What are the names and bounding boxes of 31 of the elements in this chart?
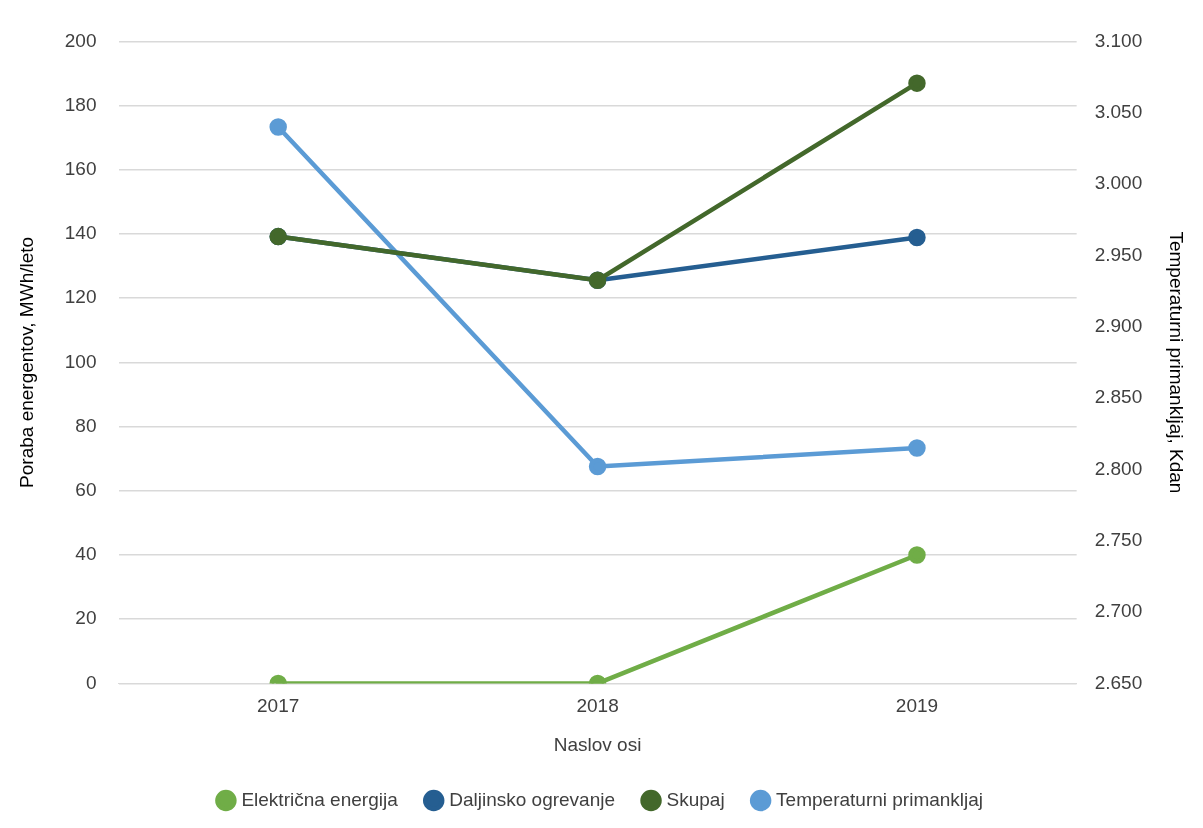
y-tick-label: 200 (64, 29, 97, 51)
x-tick-label: 2017 (257, 695, 300, 717)
x-tick-label: 2018 (576, 695, 619, 717)
y-tick-label: 120 (64, 286, 97, 308)
y2-axis-title: Temperaturni primankljaj, Kdan (1166, 231, 1188, 494)
legend-label: Daljinsko ogrevanje (449, 788, 616, 810)
x-axis-title: Naslov osi (553, 733, 642, 755)
y2-tick-label: 2.900 (1094, 314, 1143, 336)
y-tick-label: 160 (64, 158, 97, 180)
y2-tick-label: 2.800 (1094, 457, 1143, 479)
y2-tick-label: 2.650 (1094, 671, 1143, 693)
y-tick-label: 140 (64, 222, 97, 244)
y2-tick-label: 2.750 (1094, 528, 1143, 550)
y2-tick-label: 2.850 (1094, 386, 1143, 408)
y-axis-title: Poraba energentov, MWh/leto (15, 236, 37, 488)
y2-tick-label: 3.050 (1094, 100, 1143, 122)
y2-tick-label: 2.950 (1094, 243, 1143, 265)
y2-tick-label: 3.100 (1094, 29, 1143, 51)
y2-tick-label: 2.700 (1094, 600, 1143, 622)
legend-label: Skupaj (666, 788, 725, 810)
y2-tick-label: 3.000 (1094, 172, 1143, 194)
y-tick-label: 0 (85, 671, 97, 693)
y-tick-label: 40 (75, 543, 97, 565)
y-tick-label: 180 (64, 93, 97, 115)
y-tick-label: 100 (64, 350, 97, 372)
x-tick-label: 2019 (895, 695, 939, 717)
y-tick-label: 80 (75, 414, 97, 436)
y-tick-label: 20 (75, 607, 97, 629)
legend-label: Električna energija (241, 788, 399, 810)
legend-label: Temperaturni primankljaj (776, 788, 984, 810)
y-tick-label: 60 (75, 479, 97, 501)
